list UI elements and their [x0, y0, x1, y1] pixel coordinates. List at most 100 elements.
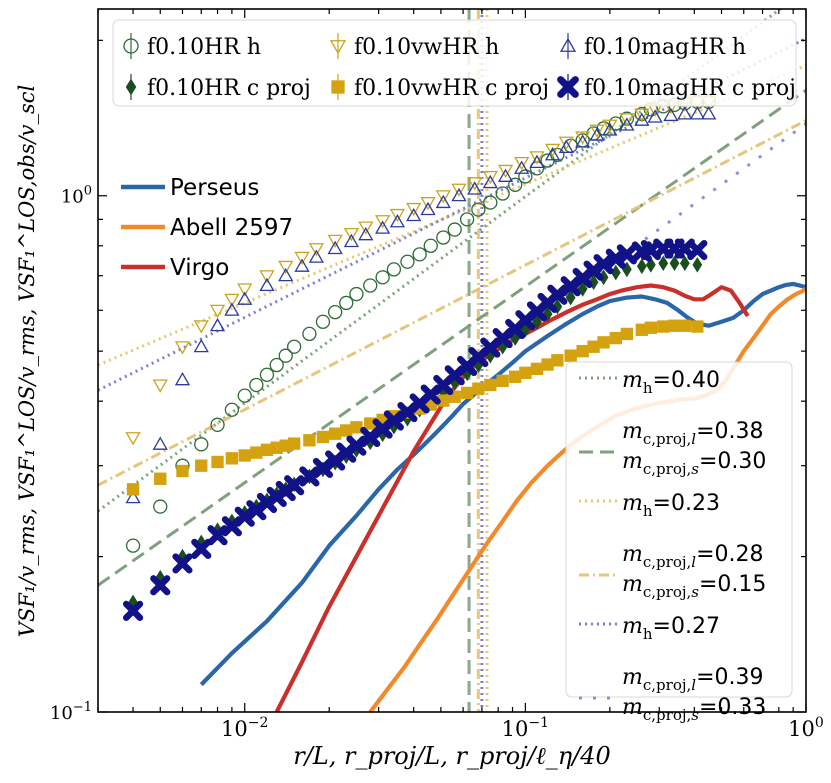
- point-f0-10hr-h-18: [375, 270, 390, 285]
- x-tick-label: 10−1: [502, 715, 549, 741]
- legend-marker-f0-10hr-c-proj: [125, 78, 137, 96]
- legend-marker-f0-10vwhr-h: [329, 40, 347, 55]
- point-f0-10maghr-h-25: [544, 147, 561, 161]
- point-f0-10vwhr-h-10: [308, 243, 324, 257]
- point-f0-10maghr-h-26: [558, 139, 574, 154]
- point-f0-10vwhr-h-3: [193, 320, 209, 334]
- point-f0-10vwhr-h-4: [209, 304, 226, 319]
- point-f0-10maghr-h-12: [343, 233, 360, 248]
- point-f0-10vwhr-c-proj-41: [644, 321, 658, 334]
- plot-frame: [97, 8, 807, 713]
- legend-fit-label-5-1: mc,proj,s=0.33: [622, 695, 766, 724]
- legend-obs-label-1: Abell 2597: [170, 215, 293, 241]
- axis-ticks: 10−2 10−1 100 10−1 100: [50, 9, 824, 741]
- point-f0-10vwhr-c-proj-38: [609, 331, 622, 345]
- point-f0-10maghr-h-8: [278, 267, 294, 282]
- point-f0-10maghr-h-4: [209, 317, 226, 332]
- point-f0-10maghr-c-proj-1: [150, 575, 171, 596]
- point-f0-10vwhr-c-proj-2: [176, 464, 189, 478]
- point-f0-10vwhr-h-6: [237, 283, 253, 297]
- point-f0-10maghr-h-22: [497, 168, 514, 182]
- point-f0-10vwhr-c-proj-13: [316, 430, 330, 444]
- point-f0-10vwhr-c-proj-44: [678, 319, 691, 332]
- point-f0-10vwhr-c-proj-6: [238, 449, 251, 462]
- point-f0-10vwhr-h-23: [514, 156, 530, 171]
- point-f0-10maghr-h-24: [529, 154, 545, 168]
- point-f0-10maghr-h-7: [259, 277, 275, 292]
- point-f0-10vwhr-h-17: [420, 197, 436, 211]
- point-f0-10hr-h-4: [210, 417, 225, 432]
- point-f0-10hr-h-12: [302, 326, 317, 342]
- point-f0-10maghr-h-9: [294, 258, 310, 272]
- point-f0-10maghr-c-proj-19: [383, 410, 404, 431]
- point-f0-10vwhr-c-proj-29: [509, 370, 522, 383]
- point-f0-10vwhr-c-proj-1: [154, 472, 167, 485]
- fit-line-3: [98, 118, 806, 487]
- point-f0-10vwhr-c-proj-30: [519, 366, 532, 379]
- point-f0-10vwhr-c-proj-0: [126, 483, 140, 496]
- point-f0-10hr-h-17: [363, 278, 378, 293]
- point-f0-10hr-h-21: [412, 247, 427, 262]
- point-f0-10maghr-c-proj-0: [122, 600, 144, 621]
- point-f0-10vwhr-h-18: [435, 190, 451, 204]
- point-f0-10vwhr-h-13: [358, 221, 374, 235]
- point-f0-10vwhr-c-proj-31: [530, 362, 544, 376]
- point-f0-10hr-c-proj-42: [658, 255, 669, 272]
- point-f0-10vwhr-c-proj-28: [496, 374, 509, 388]
- point-f0-10maghr-h-5: [224, 302, 240, 316]
- point-f0-10maghr-c-proj-4: [207, 525, 228, 546]
- point-f0-10vwhr-c-proj-42: [657, 320, 670, 333]
- point-f0-10vwhr-h-14: [375, 215, 391, 229]
- simulation-markers: [122, 94, 717, 621]
- point-f0-10maghr-h-11: [327, 240, 343, 255]
- point-f0-10vwhr-c-proj-45: [691, 320, 704, 333]
- point-f0-10maghr-c-proj-11: [284, 475, 305, 496]
- point-f0-10vwhr-h-28: [589, 124, 605, 138]
- point-f0-10maghr-h-20: [467, 181, 483, 195]
- legend-observations: Perseus Abell 2597 Virgo: [121, 175, 293, 281]
- point-f0-10maghr-h-17: [420, 201, 436, 216]
- legend-marker-f0-10vwhr-c-proj: [331, 80, 345, 94]
- point-f0-10hr-h-28: [495, 186, 510, 201]
- point-f0-10hr-h-9: [269, 357, 284, 373]
- fit-line-0: [98, 9, 783, 513]
- point-f0-10hr-h-11: [287, 339, 302, 354]
- point-f0-10vwhr-h-30: [619, 113, 635, 127]
- point-f0-10maghr-h-35: [689, 106, 705, 120]
- point-f0-10hr-h-30: [518, 169, 533, 184]
- point-f0-10vwhr-h-16: [406, 202, 422, 217]
- point-f0-10hr-c-proj-26: [473, 357, 484, 373]
- point-f0-10vwhr-h-7: [259, 270, 275, 284]
- point-f0-10maghr-h-10: [308, 249, 324, 263]
- point-f0-10maghr-c-proj-2: [172, 553, 193, 574]
- x-tick-label: 10−2: [221, 715, 268, 741]
- point-f0-10maghr-h-3: [193, 338, 209, 353]
- point-f0-10vwhr-c-proj-33: [551, 354, 564, 367]
- point-f0-10maghr-c-proj-3: [191, 538, 212, 559]
- point-f0-10maghr-h-13: [358, 227, 374, 241]
- point-f0-10maghr-h-1: [152, 436, 168, 450]
- point-f0-10vwhr-c-proj-12: [303, 434, 316, 447]
- legend-fit-label-1-1: mc,proj,s=0.30: [622, 449, 766, 478]
- y-axis-label: VSF₁/v_rms, VSF₁^LOS/v_rms, VSF₁^LOS,obs…: [15, 85, 39, 637]
- point-f0-10maghr-c-proj-33: [547, 284, 568, 305]
- legend-top: f0.10HR h f0.10vwHR h f0.10magHR h f0.10HR …: [112, 19, 797, 107]
- point-f0-10maghr-h-16: [406, 207, 422, 222]
- point-f0-10vwhr-c-proj-15: [340, 424, 353, 437]
- point-f0-10hr-h-25: [459, 212, 475, 227]
- point-f0-10vwhr-c-proj-8: [260, 443, 274, 456]
- point-f0-10hr-h-20: [400, 254, 415, 269]
- point-f0-10vwhr-c-proj-35: [576, 344, 589, 358]
- point-f0-10maghr-h-32: [647, 109, 663, 123]
- point-f0-10hr-h-22: [423, 238, 438, 253]
- point-f0-10hr-h-29: [508, 177, 523, 192]
- point-f0-10hr-c-proj-41: [645, 256, 656, 273]
- point-f0-10vwhr-h-12: [343, 227, 360, 242]
- point-f0-10maghr-h-14: [375, 220, 391, 234]
- point-f0-10vwhr-c-proj-37: [597, 336, 610, 349]
- point-f0-10hr-c-proj-0: [128, 594, 138, 611]
- legend-fit-label-5-0: mc,proj,l=0.39: [622, 665, 764, 694]
- fit-line-5: [462, 121, 806, 372]
